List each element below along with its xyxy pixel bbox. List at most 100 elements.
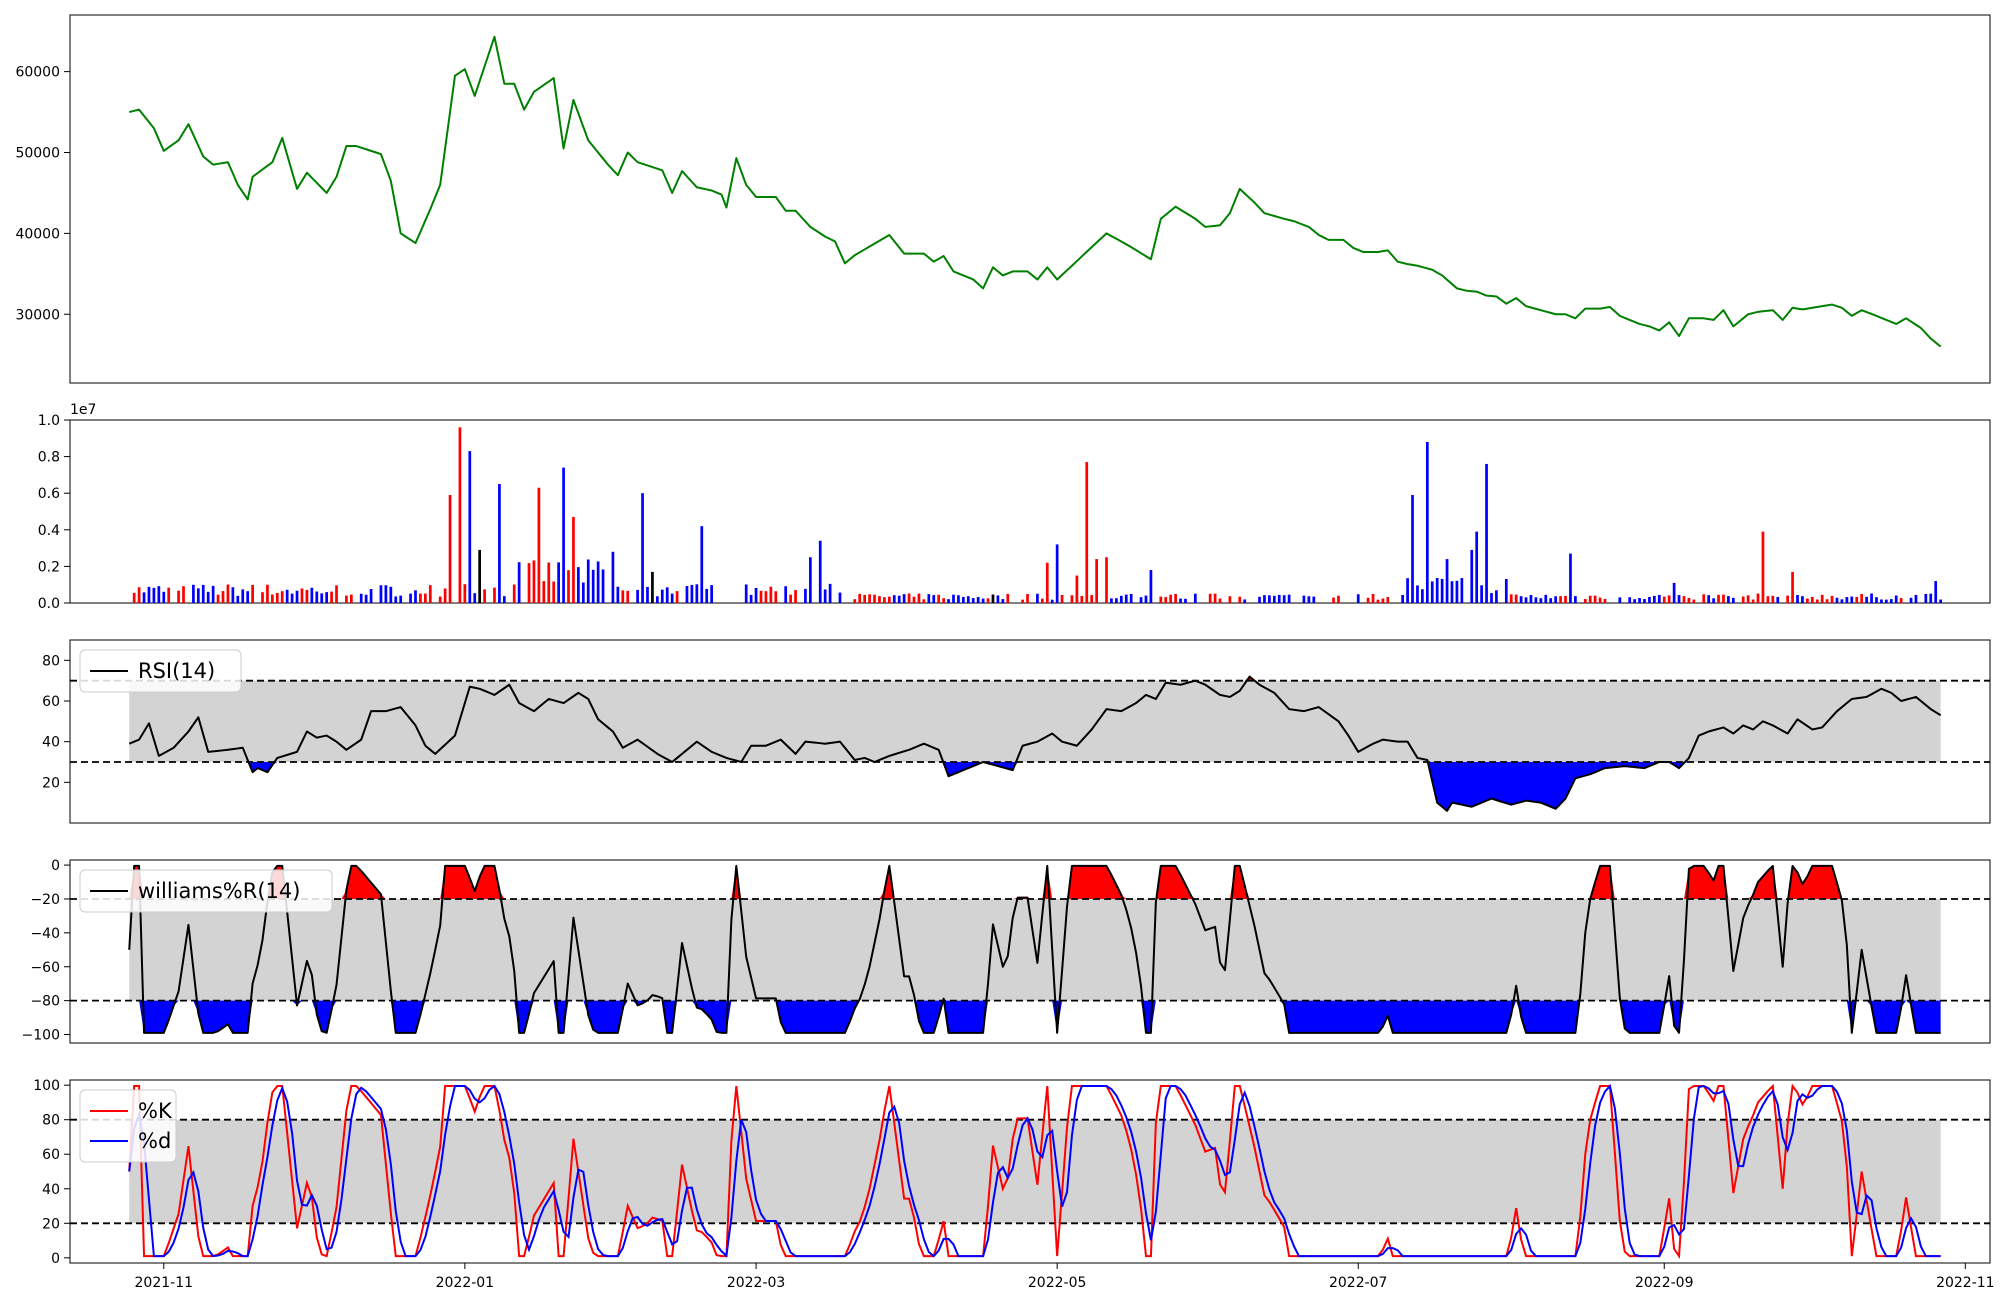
volume-bar [1559, 596, 1562, 603]
volume-bar [1421, 589, 1424, 603]
volume-bar [1598, 597, 1602, 603]
volume-bar [1495, 590, 1498, 603]
volume-bar [483, 589, 486, 603]
volume-bar [897, 595, 901, 603]
volume-bar [586, 559, 590, 603]
volume-bar [1884, 599, 1888, 603]
volume-bar [211, 585, 215, 603]
stochastic-ytick-label: 20 [42, 1216, 60, 1232]
volume-bar [157, 586, 161, 603]
volume-bar [399, 595, 403, 603]
volume-bar [201, 584, 205, 603]
volume-bar [1830, 595, 1834, 603]
volume-bar [1475, 531, 1479, 603]
volume-bar [1554, 596, 1558, 603]
volume-bar [379, 585, 383, 603]
volume-bar [448, 495, 452, 603]
volume-bar [1519, 596, 1523, 603]
volume-ytick-label: 0.8 [38, 450, 60, 466]
volume-offset-label: 1e7 [70, 402, 96, 418]
volume-bar [1386, 597, 1390, 603]
volume-bar [1810, 596, 1814, 603]
volume-bar [1746, 595, 1750, 603]
rsi-oversold-fill [129, 762, 1941, 811]
volume-bar [789, 594, 792, 603]
volume-bar [1756, 593, 1760, 603]
volume-bar [1312, 596, 1316, 603]
volume-bar [1480, 585, 1483, 603]
volume-bar [1164, 597, 1168, 603]
volume-bar [1583, 599, 1587, 603]
volume-bar [1731, 597, 1735, 603]
volume-bar [996, 595, 1000, 603]
price-ytick-label: 50000 [15, 145, 60, 161]
volume-bar [1470, 549, 1474, 603]
volume-bar [1445, 559, 1449, 603]
volume-bar [369, 589, 373, 603]
volume-bar [1080, 596, 1084, 603]
williams-overbought-fill [129, 865, 1941, 899]
williams-oversold-fill [129, 1000, 1941, 1033]
volume-bar [616, 586, 620, 603]
williams-ytick-label: 0 [51, 858, 60, 874]
rsi-series-line [128, 675, 1942, 812]
volume-bar [1193, 593, 1197, 603]
williams-ytick-label: −100 [22, 1028, 60, 1044]
volume-bar [1460, 578, 1464, 603]
volume-ytick-label: 0.2 [38, 559, 60, 575]
volume-bar [1815, 599, 1819, 603]
volume-bar [1569, 553, 1572, 603]
volume-bar [330, 591, 333, 603]
volume-ytick-label: 1.0 [38, 413, 60, 429]
volume-bar [823, 589, 827, 603]
rsi-ytick-label: 40 [42, 735, 60, 751]
volume-bar [1490, 593, 1493, 603]
volume-bar [981, 598, 985, 603]
rsi-ytick-label: 60 [42, 694, 60, 710]
stochastic-d-line [128, 1083, 1941, 1258]
volume-bar [1544, 594, 1548, 603]
volume-bar [1045, 562, 1049, 603]
volume-bar [1406, 578, 1409, 603]
volume-bar [532, 560, 536, 603]
volume-bar [1179, 598, 1182, 603]
volume-bar [315, 591, 319, 603]
volume-bar [1169, 594, 1173, 603]
volume-bar [517, 562, 521, 603]
volume-bar [1509, 594, 1513, 603]
volume-bar [1218, 598, 1222, 603]
volume-bar [498, 484, 501, 603]
volume-bar [1455, 580, 1459, 603]
volume-bar [1268, 595, 1271, 603]
volume-bar [670, 593, 674, 603]
volume-bar [892, 595, 896, 603]
x-tick-label: 2022-11 [1936, 1275, 1995, 1291]
volume-bar [1914, 594, 1918, 603]
volume-bar [463, 584, 467, 603]
volume-bar [1332, 597, 1335, 603]
williams-ytick-label: −20 [30, 892, 60, 908]
price-ytick-label: 60000 [15, 65, 60, 81]
volume-bar [1430, 581, 1434, 603]
volume-bar [527, 563, 531, 603]
volume-bar [458, 427, 462, 603]
stochastic-ytick-label: 60 [42, 1147, 60, 1163]
volume-bar [305, 589, 309, 603]
volume-bar [774, 591, 778, 603]
volume-bar [1806, 598, 1809, 603]
volume-bar [290, 593, 294, 603]
volume-bar [1401, 594, 1404, 603]
volume-bar [749, 594, 753, 603]
volume-bar [1411, 495, 1414, 603]
volume-bar [1075, 575, 1079, 603]
volume-bar [1667, 595, 1671, 603]
volume-bar [641, 493, 644, 603]
volume-bar [1105, 557, 1108, 603]
volume-bar [646, 586, 649, 603]
volume-bar [572, 516, 575, 603]
volume-bar [621, 590, 625, 603]
volume-bar [152, 587, 156, 603]
volume-bar [1820, 594, 1824, 603]
volume-bar [1085, 462, 1089, 603]
stochastic-legend-label: %K [138, 1099, 173, 1123]
